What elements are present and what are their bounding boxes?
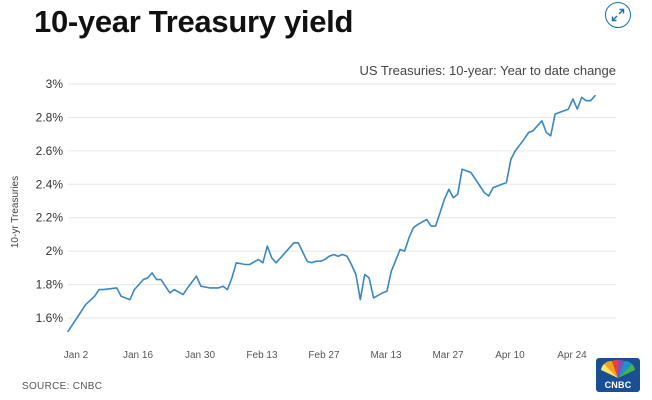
x-tick-label: Jan 16	[123, 350, 153, 361]
y-tick-label: 2.2%	[36, 211, 64, 225]
y-tick-label: 2.4%	[36, 177, 64, 191]
source-note: SOURCE: CNBC	[22, 381, 103, 392]
x-tick-label: Mar 13	[370, 350, 402, 361]
y-tick-label: 3%	[46, 77, 64, 91]
chart-title: 10-year Treasury yield	[34, 4, 354, 39]
expand-button[interactable]	[605, 2, 631, 28]
x-axis-ticks: Jan 2 Jan 16 Jan 30 Feb 13 Feb 27 Mar 13 Mar 2…	[64, 350, 587, 361]
x-tick-label: Apr 10	[495, 350, 525, 361]
y-tick-label: 1.8%	[36, 278, 64, 292]
y-axis-label: 10-yr Treasuries	[10, 176, 21, 248]
series-line-10yr-yield	[67, 94, 596, 333]
y-axis-ticks: 1.6% 1.8% 2% 2.2% 2.4% 2.6% 2.8% 3%	[36, 77, 64, 325]
x-tick-label: Feb 27	[308, 350, 340, 361]
expand-arrows-icon	[611, 8, 625, 22]
x-tick-label: Jan 30	[185, 350, 215, 361]
grid-lines	[68, 83, 616, 319]
x-tick-label: Jan 2	[64, 350, 89, 361]
y-tick-label: 2.8%	[36, 110, 64, 124]
y-tick-label: 2%	[46, 244, 64, 258]
x-tick-label: Apr 24	[557, 350, 587, 361]
y-tick-label: 1.6%	[36, 311, 64, 325]
chart-subtitle: US Treasuries: 10-year: Year to date cha…	[359, 63, 616, 78]
cnbc-logo-text: CNBC	[604, 380, 632, 390]
x-tick-label: Mar 27	[432, 350, 464, 361]
nbc-peacock-icon	[596, 358, 640, 392]
x-tick-label: Feb 13	[246, 350, 278, 361]
y-tick-label: 2.6%	[36, 144, 64, 158]
